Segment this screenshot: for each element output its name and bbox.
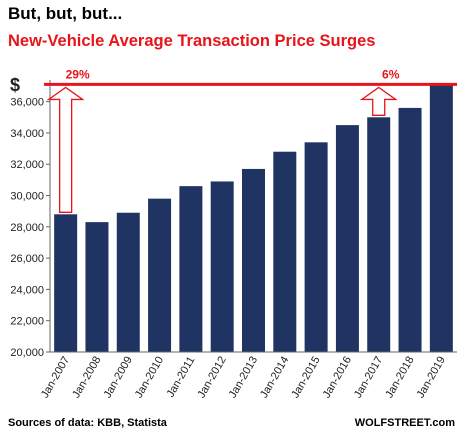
growth-label: 6% xyxy=(382,67,400,81)
y-tick-label: 36,000 xyxy=(10,97,44,109)
x-tick-label: Jan-2008 xyxy=(70,355,103,401)
growth-label: 29% xyxy=(66,67,90,81)
bar xyxy=(429,84,453,352)
bars-group xyxy=(54,84,453,352)
y-tick-label: 22,000 xyxy=(10,316,44,328)
x-tick-label: Jan-2016 xyxy=(321,355,354,401)
bar xyxy=(304,142,328,352)
bar xyxy=(210,181,234,352)
x-tick-label: Jan-2010 xyxy=(133,355,166,401)
x-tick-label: Jan-2009 xyxy=(102,355,135,401)
y-tick-label: 26,000 xyxy=(10,253,44,265)
brand-credit: WOLFSTREET.com xyxy=(354,417,455,429)
growth-arrow xyxy=(359,86,398,116)
x-axis: Jan-2007Jan-2008Jan-2009Jan-2010Jan-2011… xyxy=(39,351,457,401)
bar xyxy=(85,222,109,352)
bar xyxy=(116,212,140,352)
y-tick-label: 20,000 xyxy=(10,347,44,359)
bar xyxy=(335,125,359,352)
y-tick-label: 30,000 xyxy=(10,191,44,203)
annotations-group: 29% 6% xyxy=(44,67,457,213)
y-tick-label: 34,000 xyxy=(10,128,44,140)
bar xyxy=(148,198,172,352)
y-tick-label: 24,000 xyxy=(10,284,44,296)
x-tick-label: Jan-2014 xyxy=(258,355,291,401)
x-tick-label: Jan-2013 xyxy=(227,355,260,401)
bar xyxy=(398,107,422,352)
y-axis-label: $ xyxy=(10,75,20,95)
bar xyxy=(242,168,265,352)
y-tick-label: 32,000 xyxy=(10,159,44,171)
x-tick-label: Jan-2015 xyxy=(289,355,322,401)
bar xyxy=(179,186,203,352)
source-note: Sources of data: KBB, Statista xyxy=(8,417,167,429)
bar xyxy=(367,117,391,352)
x-tick-label: Jan-2018 xyxy=(383,355,416,401)
bar xyxy=(54,214,78,352)
y-tick-label: 28,000 xyxy=(10,222,44,234)
bar xyxy=(273,151,297,352)
growth-arrow xyxy=(46,86,85,213)
x-tick-label: Jan-2017 xyxy=(352,355,385,401)
x-tick-label: Jan-2012 xyxy=(195,355,228,401)
chart-title: But, but, but... xyxy=(8,4,123,23)
x-tick-label: Jan-2019 xyxy=(415,355,448,401)
y-axis: 20,000 22,000 24,000 26,000 28,000 30,000 32,0… xyxy=(10,80,51,359)
x-tick-label: Jan-2007 xyxy=(39,355,72,401)
chart-subtitle: New-Vehicle Average Transaction Price Su… xyxy=(8,32,376,50)
x-tick-label: Jan-2011 xyxy=(165,355,198,400)
